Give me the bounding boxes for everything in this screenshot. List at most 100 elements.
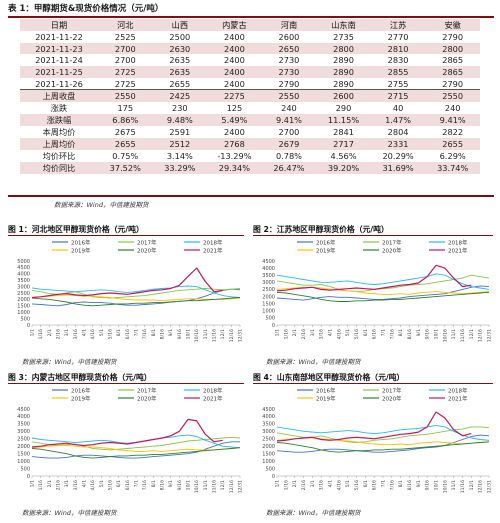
table-row: 涨跌 175 230 125 240 290 40 240 <box>20 102 480 114</box>
y-tick-label: 2500 <box>17 291 30 297</box>
series-line <box>276 441 490 453</box>
x-tick-label: 6/16 <box>372 329 378 339</box>
table-header-cell: 内蒙古 <box>207 19 262 31</box>
x-tick-label: 9/16 <box>177 480 183 490</box>
table-cell: 2790 <box>442 31 464 42</box>
table-cell: 240 <box>281 103 297 114</box>
legend-item: 2019年 <box>52 246 91 254</box>
x-tick-label: 3/1 <box>310 480 316 487</box>
table-cell: 0.75% <box>112 151 139 162</box>
table-cell: 2400 <box>223 78 245 89</box>
table-cell: 2630 <box>152 42 208 55</box>
legend-item: 2017年 <box>118 238 157 246</box>
y-tick-label: 2000 <box>17 297 30 303</box>
series-line <box>276 285 490 301</box>
series-line <box>31 445 241 452</box>
row-label: 上周收盘 <box>20 89 98 103</box>
series-line <box>31 297 241 307</box>
table-cell: 2525 <box>114 31 136 42</box>
row-label: 2021-11-25 <box>20 66 98 78</box>
table-header-cell: 安徽 <box>425 19 480 31</box>
x-tick-label: 1/16 <box>38 480 44 490</box>
table-cell: 2755 <box>387 78 409 89</box>
table-cell: 2735 <box>333 31 354 42</box>
y-tick-label: 4000 <box>262 414 275 420</box>
series-line <box>276 434 490 453</box>
table-cell: 2800 <box>316 42 371 55</box>
legend-label: 2018年 <box>448 238 468 246</box>
x-tick-label: 2/16 <box>56 480 62 490</box>
legend-item: 2018年 <box>429 386 468 394</box>
y-tick-label: 4500 <box>17 407 30 413</box>
table-row: 均价环比 0.75% 3.14% -13.29% 0.78% 4.56% 20.29% 6.2… <box>20 150 480 162</box>
table-cell: 40 <box>392 103 404 114</box>
legend-label: 2017年 <box>137 238 157 246</box>
series-line <box>31 267 223 299</box>
x-tick-label: 11/16 <box>460 329 466 342</box>
table-cell: 2830 <box>387 55 409 66</box>
x-tick-label: 8/1 <box>398 329 404 336</box>
y-tick-label: 0 <box>27 474 30 480</box>
legend-label: 2016年 <box>316 386 336 394</box>
figure-4-title: 图 4：山东南部地区甲醇现货价格（元/吨） <box>253 373 405 382</box>
y-tick-label: 3000 <box>17 284 30 290</box>
x-tick-label: 2/16 <box>301 329 307 339</box>
row-label: 上周均价 <box>20 138 98 151</box>
row-label: 涨跌幅 <box>20 114 98 127</box>
table-top-rule <box>8 16 494 18</box>
table-cell: 2700 <box>278 127 300 138</box>
figure-2-title: 图 2：江苏地区甲醇现货价格（元/吨） <box>253 225 389 234</box>
y-tick-label: 2000 <box>262 294 275 300</box>
x-tick-label: 2/16 <box>56 329 62 339</box>
table-cell: 2655 <box>98 138 153 151</box>
x-tick-label: 6/1 <box>116 329 122 336</box>
x-tick-label: 11/16 <box>212 329 218 342</box>
x-tick-label: 1/1 <box>30 329 36 336</box>
series-line <box>276 264 472 292</box>
x-tick-label: 7/16 <box>142 329 148 339</box>
table-row: 2021-11-25 2725 2635 2400 2730 2890 2855 2865 <box>20 66 480 78</box>
legend-item: 2021年 <box>429 246 468 254</box>
price-table: 日期 河北 山西 内蒙古 河南 山东南 江苏 安徽 2021-11-22 2525… <box>20 19 480 175</box>
legend-label: 2020年 <box>137 246 157 254</box>
table-cell: 2790 <box>442 78 464 89</box>
table-cell: 2675 <box>114 127 136 138</box>
y-tick-label: 3000 <box>17 429 30 435</box>
x-tick-label: 7/16 <box>142 480 148 490</box>
y-tick-label: 3000 <box>262 280 275 286</box>
row-label: 涨跌 <box>50 103 68 114</box>
x-tick-label: 5/16 <box>354 329 360 339</box>
x-tick-label: 5/16 <box>354 480 360 490</box>
series-line <box>31 294 241 302</box>
table-cell: 2400 <box>207 42 262 55</box>
y-tick-label: 500 <box>265 316 275 322</box>
table-cell: 2800 <box>425 42 480 55</box>
series-line <box>276 411 472 442</box>
x-tick-label: 11/1 <box>451 329 457 339</box>
x-tick-label: 10/16 <box>442 480 448 493</box>
y-tick-label: 1500 <box>262 301 275 307</box>
x-tick-label: 4/1 <box>82 480 88 487</box>
table-cell: 2635 <box>152 66 208 78</box>
y-tick-label: 2000 <box>262 444 275 450</box>
y-tick-label: 1000 <box>17 459 30 465</box>
legend-label: 2021年 <box>203 246 223 254</box>
x-tick-label: 8/16 <box>160 480 166 490</box>
x-tick-label: 7/1 <box>134 329 140 336</box>
legend-item: 2016年 <box>297 386 336 394</box>
table-cell: 2810 <box>370 42 426 55</box>
legend-label: 2021年 <box>448 246 468 254</box>
x-tick-label: 6/16 <box>125 480 131 490</box>
x-tick-label: 1/1 <box>275 480 281 487</box>
table-header-cell: 河南 <box>261 19 317 31</box>
table-cell: 230 <box>172 103 188 114</box>
x-tick-label: 6/1 <box>363 329 369 336</box>
legend-item: 2017年 <box>363 238 402 246</box>
legend-label: 2019年 <box>71 394 91 402</box>
table-cell: 2715 <box>370 89 426 103</box>
legend-label: 2018年 <box>448 386 468 394</box>
x-tick-label: 7/16 <box>389 480 395 490</box>
legend-label: 2016年 <box>316 238 336 246</box>
table-cell: 2679 <box>261 138 317 151</box>
x-tick-label: 10/16 <box>442 329 448 342</box>
